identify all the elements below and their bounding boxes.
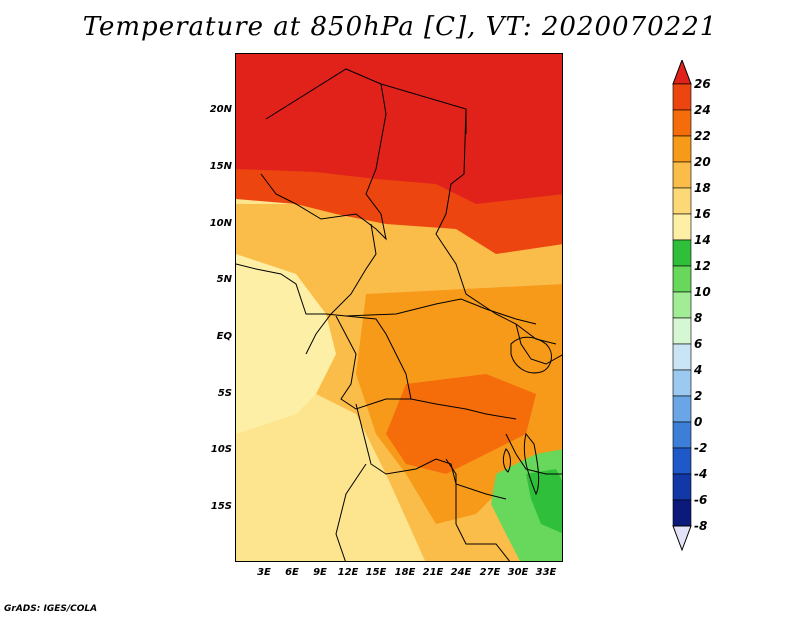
lat-label-20n: 20N	[209, 104, 232, 115]
colorbar-cell	[672, 499, 692, 527]
colorbar-cell	[672, 473, 692, 501]
colorbar-cell	[672, 83, 692, 111]
colorbar-label: 22	[694, 129, 711, 143]
colorbar	[672, 60, 692, 552]
temp-band-22-24-south	[386, 374, 536, 474]
lat-label-eq: EQ	[216, 331, 232, 342]
colorbar-label: 6	[694, 337, 703, 351]
colorbar-cell	[672, 421, 692, 449]
lat-label-15n: 15N	[209, 161, 232, 172]
colorbar-label: 20	[694, 155, 711, 169]
temp-band-12-14	[526, 469, 562, 534]
colorbar-label: 24	[694, 103, 711, 117]
colorbar-cell	[672, 135, 692, 163]
lon-label-18e: 18E	[394, 567, 416, 578]
lat-label-10s: 10S	[210, 444, 232, 455]
lon-label-33e: 33E	[535, 567, 557, 578]
lon-label-30e: 30E	[507, 567, 529, 578]
temp-band-14-16	[236, 254, 336, 434]
colorbar-label: 8	[694, 311, 703, 325]
footer-credit: GrADS: IGES/COLA	[4, 604, 98, 614]
lakes-and-coast	[502, 336, 552, 496]
lon-label-27e: 27E	[479, 567, 501, 578]
lat-label-15s: 15S	[210, 501, 232, 512]
colorbar-cell	[672, 213, 692, 241]
colorbar-label: -4	[694, 467, 708, 481]
colorbar-label: -2	[694, 441, 708, 455]
lon-label-6e: 6E	[285, 567, 299, 578]
colorbar-label: 10	[694, 285, 711, 299]
colorbar-bottom-arrow	[672, 525, 692, 552]
colorbar-cell	[672, 239, 692, 267]
colorbar-cell	[672, 291, 692, 319]
colorbar-cell	[672, 343, 692, 371]
colorbar-label: 12	[694, 259, 711, 273]
colorbar-cell	[672, 317, 692, 345]
colorbar-cell	[672, 161, 692, 189]
colorbar-cell	[672, 447, 692, 475]
lon-label-21e: 21E	[422, 567, 444, 578]
lon-label-15e: 15E	[365, 567, 387, 578]
colorbar-cell	[672, 395, 692, 423]
colorbar-label: -8	[694, 519, 708, 533]
lon-label-3e: 3E	[257, 567, 271, 578]
colorbar-label: 14	[694, 233, 711, 247]
lat-label-5n: 5N	[216, 274, 232, 285]
lat-label-5s: 5S	[217, 388, 232, 399]
lat-label-10n: 10N	[209, 218, 232, 229]
colorbar-cells	[672, 60, 692, 552]
temp-band-26-plus	[236, 54, 562, 204]
colorbar-label: 2	[694, 389, 703, 403]
temperature-map	[235, 53, 563, 562]
colorbar-cell	[672, 109, 692, 137]
colorbar-label: 18	[694, 181, 711, 195]
lon-label-9e: 9E	[313, 567, 327, 578]
colorbar-label: 16	[694, 207, 711, 221]
colorbar-cell	[672, 369, 692, 397]
colorbar-top-arrow	[672, 60, 692, 85]
colorbar-cell	[672, 187, 692, 215]
colorbar-cell	[672, 265, 692, 293]
colorbar-label: 4	[694, 363, 703, 377]
colorbar-label: 26	[694, 77, 711, 91]
lon-label-12e: 12E	[337, 567, 359, 578]
colorbar-label: 0	[694, 415, 703, 429]
map-title: Temperature at 850hPa [C], VT: 202007022…	[82, 12, 718, 42]
country-borders	[236, 68, 562, 561]
colorbar-label: -6	[694, 493, 708, 507]
lon-label-24e: 24E	[450, 567, 472, 578]
map-canvas	[236, 54, 562, 561]
